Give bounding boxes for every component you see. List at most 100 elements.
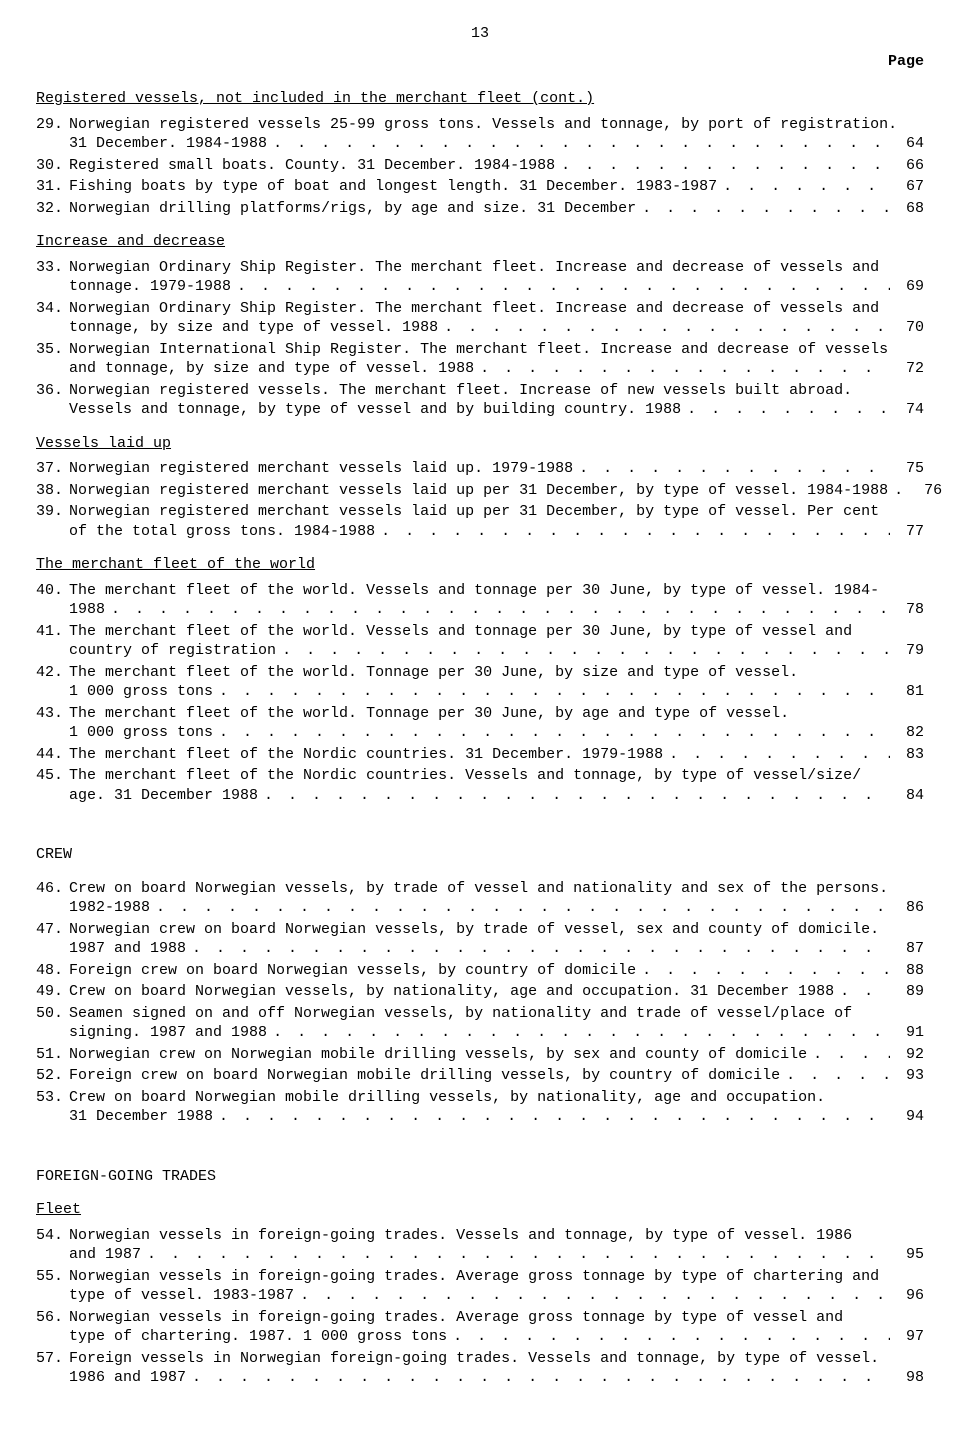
toc-entry: 44.The merchant fleet of the Nordic coun… [36, 745, 924, 765]
toc-entry: 52.Foreign crew on board Norwegian mobil… [36, 1066, 924, 1086]
toc-text-last: 1988 [69, 600, 105, 620]
toc-dots: . . . . . . . . . . . . . . . . . . . . … [636, 961, 890, 981]
toc-text-last: type of chartering. 1987. 1 000 gross to… [69, 1327, 447, 1347]
toc-text: Norwegian registered merchant vessels la… [69, 502, 924, 541]
toc-text: Norwegian crew on Norwegian mobile drill… [69, 1045, 924, 1065]
toc-number: 29. [36, 115, 69, 135]
toc-number: 47. [36, 920, 69, 940]
toc-text-last: Crew on board Norwegian vessels, by nati… [69, 982, 834, 1002]
toc-number: 42. [36, 663, 69, 683]
toc-dots: . . . . . . . . . . . . . . . . . . . . … [447, 1327, 890, 1347]
section-title: Increase and decrease [36, 232, 924, 252]
toc-entry: 37.Norwegian registered merchant vessels… [36, 459, 924, 479]
toc-text-last: and 1987 [69, 1245, 141, 1265]
toc-text: Norwegian vessels in foreign-going trade… [69, 1267, 924, 1306]
toc-dots: . . . . . . . . . . . . . . . . . . . . … [267, 134, 890, 154]
toc-number: 37. [36, 459, 69, 479]
toc-dots: . . . . . . . . . . . . . . . . . . . . … [474, 359, 890, 379]
toc-text: The merchant fleet of the world. Tonnage… [69, 704, 924, 743]
toc-page: 84 [890, 786, 924, 806]
toc-dots: . . . . . . . . . . . . . . . . . . . . … [276, 641, 890, 661]
toc-entry: 30.Registered small boats. County. 31 De… [36, 156, 924, 176]
toc-number: 50. [36, 1004, 69, 1024]
toc-dots: . . . . . . . . . . . . . . . . . . . . … [555, 156, 890, 176]
page-number: 13 [36, 24, 924, 44]
toc-text-last: of the total gross tons. 1984-1988 [69, 522, 375, 542]
section-title: Vessels laid up [36, 434, 924, 454]
toc-entry: 39.Norwegian registered merchant vessels… [36, 502, 924, 541]
toc-entry: 31.Fishing boats by type of boat and lon… [36, 177, 924, 197]
toc-text: Norwegian vessels in foreign-going trade… [69, 1308, 924, 1347]
toc-entry: 42.The merchant fleet of the world. Tonn… [36, 663, 924, 702]
toc-entry: 48.Foreign crew on board Norwegian vesse… [36, 961, 924, 981]
toc-text: Foreign vessels in Norwegian foreign-goi… [69, 1349, 924, 1388]
toc-dots: . . . . . . . . . . . . . . . . . . . . … [636, 199, 890, 219]
toc-text-line: Norwegian registered vessels. The mercha… [69, 381, 924, 401]
toc-entry: 46.Crew on board Norwegian vessels, by t… [36, 879, 924, 918]
toc-entry: 41.The merchant fleet of the world. Vess… [36, 622, 924, 661]
toc-number: 48. [36, 961, 69, 981]
toc-dots: . . . . . . . . . . . . . . . . . . . . … [105, 600, 890, 620]
toc-entry: 50.Seamen signed on and off Norwegian ve… [36, 1004, 924, 1043]
toc-text: Norwegian registered vessels 25-99 gross… [69, 115, 924, 154]
toc-entry: 36.Norwegian registered vessels. The mer… [36, 381, 924, 420]
toc-text-last: Norwegian registered merchant vessels la… [69, 459, 573, 479]
toc-dots: . . . . . . . . . . . . . . . . . . . . … [780, 1066, 890, 1086]
toc-text-last: Norwegian drilling platforms/rigs, by ag… [69, 199, 636, 219]
toc-text-last: and tonnage, by size and type of vessel.… [69, 359, 474, 379]
toc-page: 76 [908, 481, 942, 501]
toc-entry: 56.Norwegian vessels in foreign-going tr… [36, 1308, 924, 1347]
toc-page: 97 [890, 1327, 924, 1347]
toc-number: 33. [36, 258, 69, 278]
toc-text-line: Norwegian vessels in foreign-going trade… [69, 1226, 924, 1246]
toc-entry: 35.Norwegian International Ship Register… [36, 340, 924, 379]
toc-page: 66 [890, 156, 924, 176]
toc-number: 49. [36, 982, 69, 1002]
toc-text: Norwegian Ordinary Ship Register. The me… [69, 258, 924, 297]
toc-number: 34. [36, 299, 69, 319]
toc-dots: . . . . . . . . . . . . . . . . . . . . … [834, 982, 890, 1002]
toc-dots: . . . . . . . . . . . . . . . . . . . . … [375, 522, 890, 542]
toc-text-last: 31 December. 1984-1988 [69, 134, 267, 154]
toc-page: 74 [890, 400, 924, 420]
toc-number: 40. [36, 581, 69, 601]
toc-text: Crew on board Norwegian mobile drilling … [69, 1088, 924, 1127]
toc-entry: 49.Crew on board Norwegian vessels, by n… [36, 982, 924, 1002]
toc-content: Registered vessels, not included in the … [36, 89, 924, 1388]
toc-text-line: The merchant fleet of the Nordic countri… [69, 766, 924, 786]
section-title: Fleet [36, 1200, 924, 1220]
toc-text-line: The merchant fleet of the world. Vessels… [69, 622, 924, 642]
toc-entry: 54.Norwegian vessels in foreign-going tr… [36, 1226, 924, 1265]
toc-text-last: 1 000 gross tons [69, 723, 213, 743]
toc-text-line: Norwegian crew on board Norwegian vessel… [69, 920, 924, 940]
toc-text-line: The merchant fleet of the world. Tonnage… [69, 663, 924, 683]
toc-text-line: Crew on board Norwegian vessels, by trad… [69, 879, 924, 899]
toc-dots: . . . . . . . . . . . . . . . . . . . . … [294, 1286, 890, 1306]
toc-text-last: Foreign crew on board Norwegian mobile d… [69, 1066, 780, 1086]
toc-text-last: 1987 and 1988 [69, 939, 186, 959]
toc-dots: . . . . . . . . . . . . . . . . . . . . … [213, 1107, 890, 1127]
toc-number: 43. [36, 704, 69, 724]
toc-text-line: The merchant fleet of the world. Tonnage… [69, 704, 924, 724]
toc-text-last: 1986 and 1987 [69, 1368, 186, 1388]
toc-entry: 38.Norwegian registered merchant vessels… [36, 481, 924, 501]
toc-number: 36. [36, 381, 69, 401]
toc-entry: 55.Norwegian vessels in foreign-going tr… [36, 1267, 924, 1306]
toc-text: Fishing boats by type of boat and longes… [69, 177, 924, 197]
toc-text: Crew on board Norwegian vessels, by nati… [69, 982, 924, 1002]
toc-number: 46. [36, 879, 69, 899]
toc-dots: . . . . . . . . . . . . . . . . . . . . … [573, 459, 890, 479]
toc-entry: 53.Crew on board Norwegian mobile drilli… [36, 1088, 924, 1127]
toc-entry: 43.The merchant fleet of the world. Tonn… [36, 704, 924, 743]
toc-number: 41. [36, 622, 69, 642]
toc-page: 93 [890, 1066, 924, 1086]
toc-page: 79 [890, 641, 924, 661]
toc-text: Foreign crew on board Norwegian vessels,… [69, 961, 924, 981]
toc-text-last: country of registration [69, 641, 276, 661]
toc-entry: 47.Norwegian crew on board Norwegian ves… [36, 920, 924, 959]
toc-text-last: tonnage, by size and type of vessel. 198… [69, 318, 438, 338]
toc-text-line: Crew on board Norwegian mobile drilling … [69, 1088, 924, 1108]
toc-text-line: Norwegian Ordinary Ship Register. The me… [69, 258, 924, 278]
toc-text-line: Foreign vessels in Norwegian foreign-goi… [69, 1349, 924, 1369]
toc-number: 51. [36, 1045, 69, 1065]
